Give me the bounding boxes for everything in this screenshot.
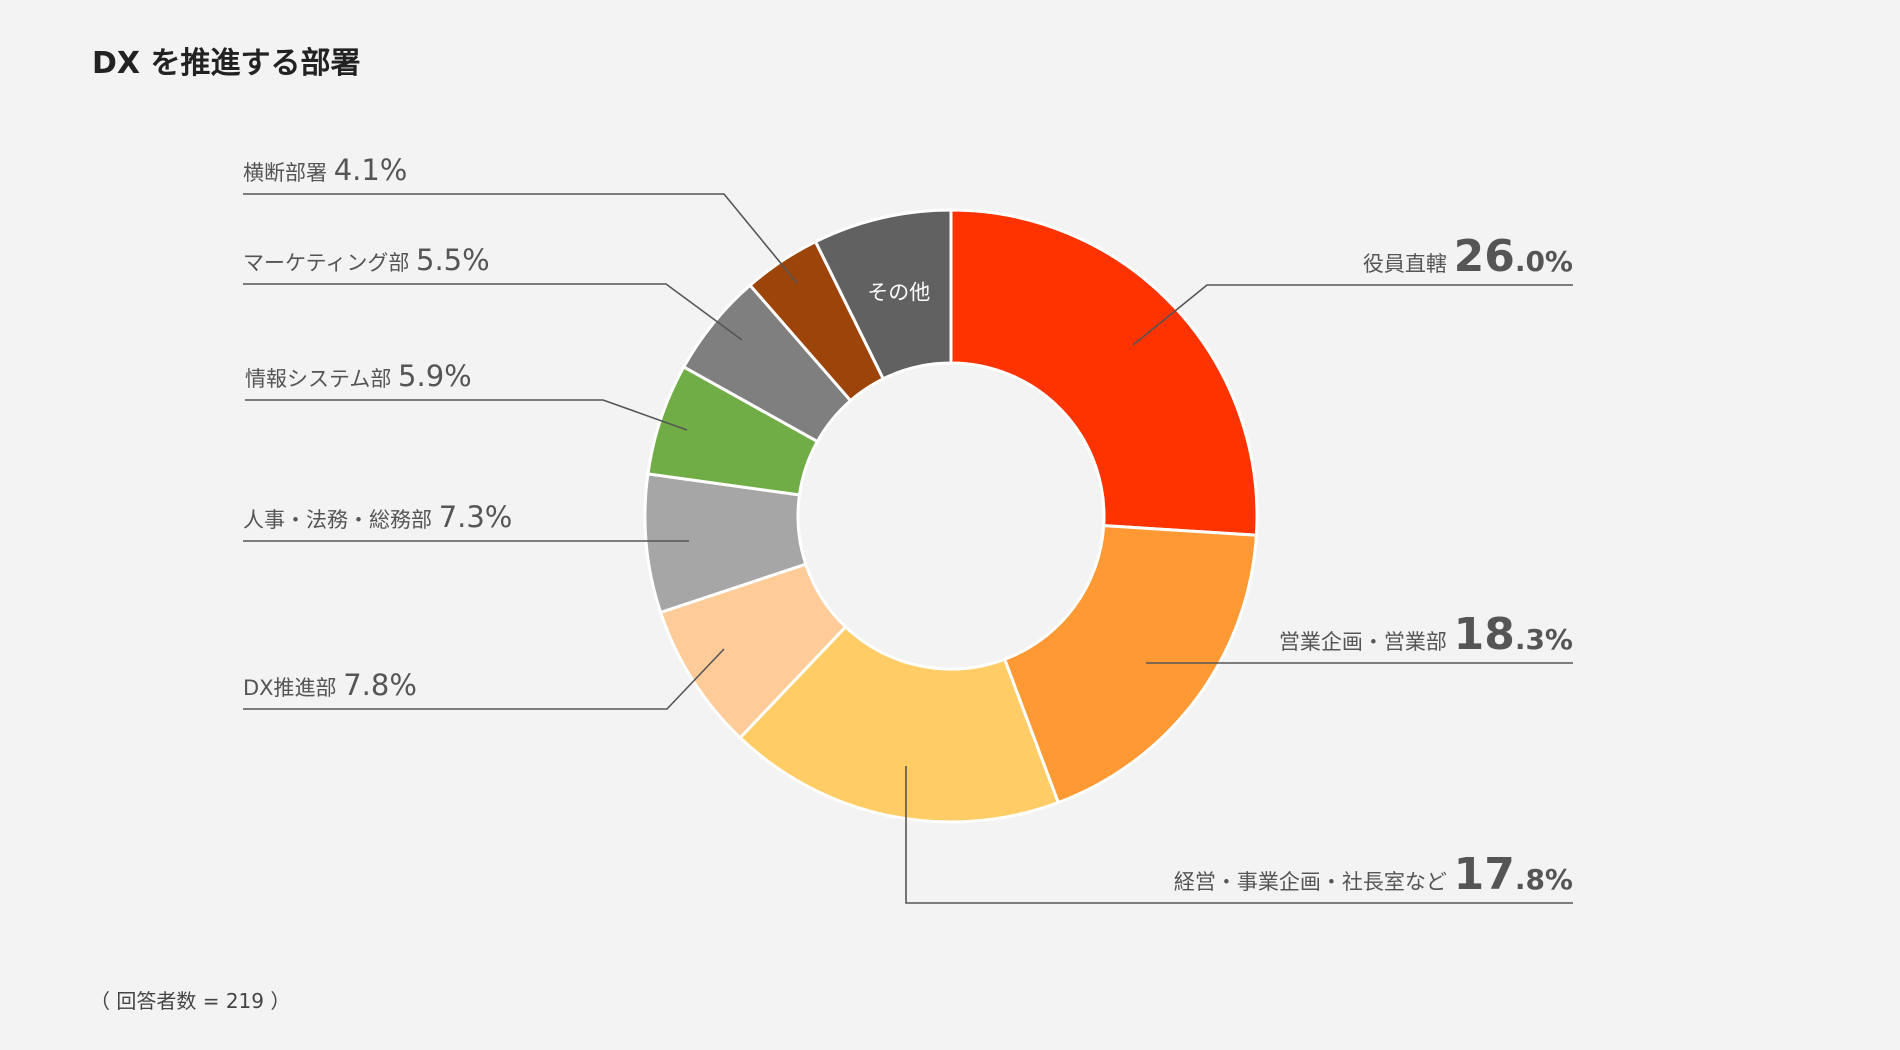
slice-2 <box>738 624 1061 824</box>
slice-1 <box>1002 524 1258 805</box>
slice-0 <box>949 208 1259 537</box>
page-title: DX を推進する部署 <box>92 46 361 81</box>
label-7: 横断部署 4.1% <box>243 153 407 187</box>
respondent-count-note: （ 回答者数 = 219 ） <box>90 989 291 1013</box>
label-1: 営業企画・営業部 18.3% <box>1279 609 1573 660</box>
label-0: 役員直轄 26.0% <box>1363 231 1573 282</box>
leader-line-7 <box>243 193 798 284</box>
leader-line-2 <box>905 766 1573 904</box>
label-4: 人事・法務・総務部 7.3% <box>243 500 512 534</box>
label-5: 情報システム部 5.9% <box>245 359 472 393</box>
label-3: DX推進部 7.8% <box>243 668 417 702</box>
slice-inner-label: その他 <box>867 281 930 305</box>
label-6: マーケティング部 5.5% <box>243 243 490 277</box>
slice-8 <box>813 208 953 381</box>
leader-line-6 <box>243 283 743 341</box>
leader-line-3 <box>243 648 725 710</box>
label-2: 経営・事業企画・社長室など 17.8% <box>1174 849 1573 900</box>
leader-line-0 <box>1132 284 1573 346</box>
leader-line-5 <box>245 399 688 431</box>
